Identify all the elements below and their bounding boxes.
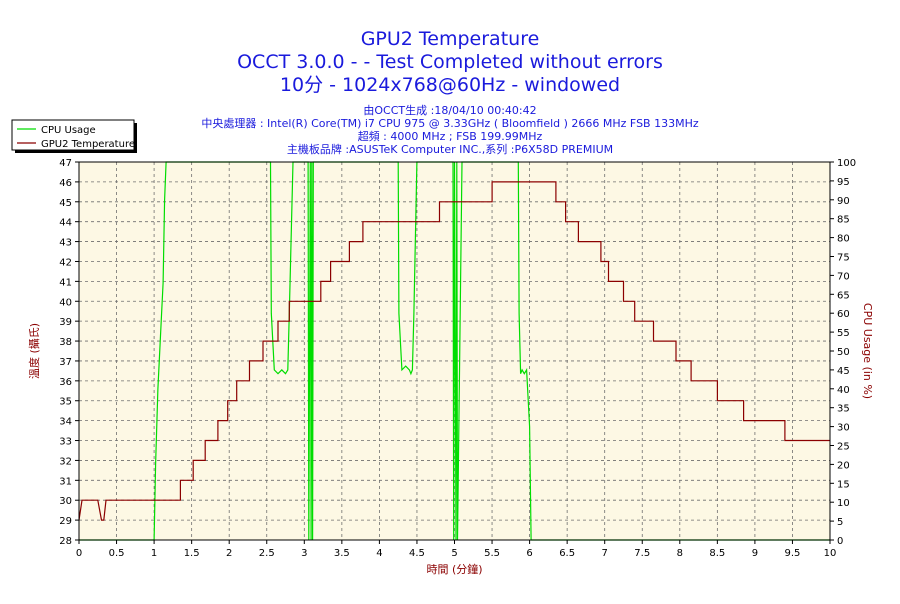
x-tick-label: 0.5 <box>109 548 125 559</box>
legend: CPU Usage GPU2 Temperature <box>11 119 137 153</box>
legend-box <box>11 119 135 151</box>
x-tick-label: 5.5 <box>484 548 500 559</box>
x-tick-label: 2.5 <box>259 548 275 559</box>
y2-axis-label: CPU Usage (in %) <box>861 303 874 399</box>
y-tick-label: 29 <box>59 516 72 527</box>
y2-tick-label: 45 <box>837 366 850 377</box>
x-tick-label: 9 <box>752 548 758 559</box>
system-info-block: 由OCCT生成 :18/04/10 00:40:42 中央處理器 : Intel… <box>201 103 699 156</box>
y2-tick-label: 100 <box>837 158 856 169</box>
y-tick-label: 43 <box>59 238 72 249</box>
x-tick-label: 3.5 <box>334 548 350 559</box>
x-tick-label: 8.5 <box>709 548 725 559</box>
y2-tick-label: 50 <box>837 347 850 358</box>
y2-tick-label: 35 <box>837 404 850 415</box>
x-tick-label: 5 <box>451 548 457 559</box>
generated-timestamp: 由OCCT生成 :18/04/10 00:40:42 <box>363 103 536 117</box>
series-line-gpu2-temperature <box>78 181 830 521</box>
y-tick-label: 46 <box>59 178 72 189</box>
y-tick-label: 39 <box>59 317 72 328</box>
chart-title: GPU2 Temperature <box>361 28 540 50</box>
y2-tick-label: 25 <box>837 442 850 453</box>
y2-tick-label: 60 <box>837 309 850 320</box>
y2-tick-label: 65 <box>837 290 850 301</box>
y-tick-label: 45 <box>59 198 72 209</box>
y-tick-label: 33 <box>59 437 72 448</box>
x-axis-label: 時間 (分鐘) <box>426 562 482 576</box>
chart-subtitle-test: OCCT 3.0.0 - - Test Completed without er… <box>237 51 663 73</box>
y-tick-label: 37 <box>59 357 72 368</box>
x-tick-label: 8 <box>677 548 683 559</box>
y-tick-label: 47 <box>59 158 72 169</box>
x-tick-label: 6.5 <box>559 548 575 559</box>
x-tick-label: 0 <box>76 548 82 559</box>
y2-tick-label: 5 <box>837 517 843 528</box>
y2-tick-label: 90 <box>837 196 850 207</box>
x-tick-label: 4 <box>376 548 382 559</box>
y2-tick-label: 55 <box>837 328 850 339</box>
y2-tick-label: 70 <box>837 271 850 282</box>
x-tick-label: 6 <box>526 548 532 559</box>
y2-tick-label: 20 <box>837 460 850 471</box>
y2-tick-label: 95 <box>837 177 850 188</box>
y-tick-label: 38 <box>59 337 72 348</box>
y-tick-label: 41 <box>59 277 72 288</box>
y2-tick-label: 30 <box>837 423 850 434</box>
y2-tick-label: 85 <box>837 215 850 226</box>
y2-tick-label: 75 <box>837 253 850 264</box>
chart-subtitle-mode: 10分 - 1024x768@60Hz - windowed <box>280 74 620 96</box>
x-tick-label: 7.5 <box>634 548 650 559</box>
x-tick-label: 1.5 <box>184 548 200 559</box>
y-tick-label: 32 <box>59 456 72 467</box>
legend-label-gpu2-temperature: GPU2 Temperature <box>41 139 135 150</box>
y-axis-label: 溫度 (攝氏) <box>27 323 41 379</box>
x-tick-label: 4.5 <box>409 548 425 559</box>
x-tick-label: 7 <box>602 548 608 559</box>
axes: 0 0.5 1 1.5 2 2.5 3 3.5 4 4.5 5 5.5 6 6.5 7 7.5 8 8.5 9 9.5… <box>59 158 856 559</box>
x-tick-label: 10 <box>824 548 837 559</box>
y2-tick-label: 15 <box>837 479 850 490</box>
chart-title-block: GPU2 Temperature OCCT 3.0.0 - - Test Com… <box>237 28 663 96</box>
x-tick-label: 9.5 <box>784 548 800 559</box>
x-tick-label: 2 <box>226 548 232 559</box>
y-tick-label: 40 <box>59 297 72 308</box>
legend-label-cpu-usage: CPU Usage <box>41 125 96 136</box>
y-tick-label: 30 <box>59 496 72 507</box>
cpu-info: 中央處理器 : Intel(R) Core(TM) i7 CPU 975 @ 3… <box>201 116 699 130</box>
y-tick-label: 34 <box>59 417 72 428</box>
x-tick-label: 1 <box>151 548 157 559</box>
y-tick-label: 42 <box>59 257 72 268</box>
x-tick-label: 3 <box>301 548 307 559</box>
y2-tick-label: 0 <box>837 536 843 547</box>
y2-tick-label: 10 <box>837 498 850 509</box>
y-tick-label: 28 <box>59 536 72 547</box>
y-tick-label: 44 <box>59 218 72 229</box>
y-tick-label: 31 <box>59 476 72 487</box>
overclock-info: 超頻 : 4000 MHz ; FSB 199.99MHz <box>358 129 543 143</box>
y-tick-label: 36 <box>59 377 72 388</box>
motherboard-info: 主機板品牌 :ASUSTeK Computer INC.,系列 :P6X58D … <box>287 142 613 156</box>
y2-tick-label: 40 <box>837 385 850 396</box>
y2-tick-label: 80 <box>837 234 850 245</box>
y-tick-label: 35 <box>59 397 72 408</box>
